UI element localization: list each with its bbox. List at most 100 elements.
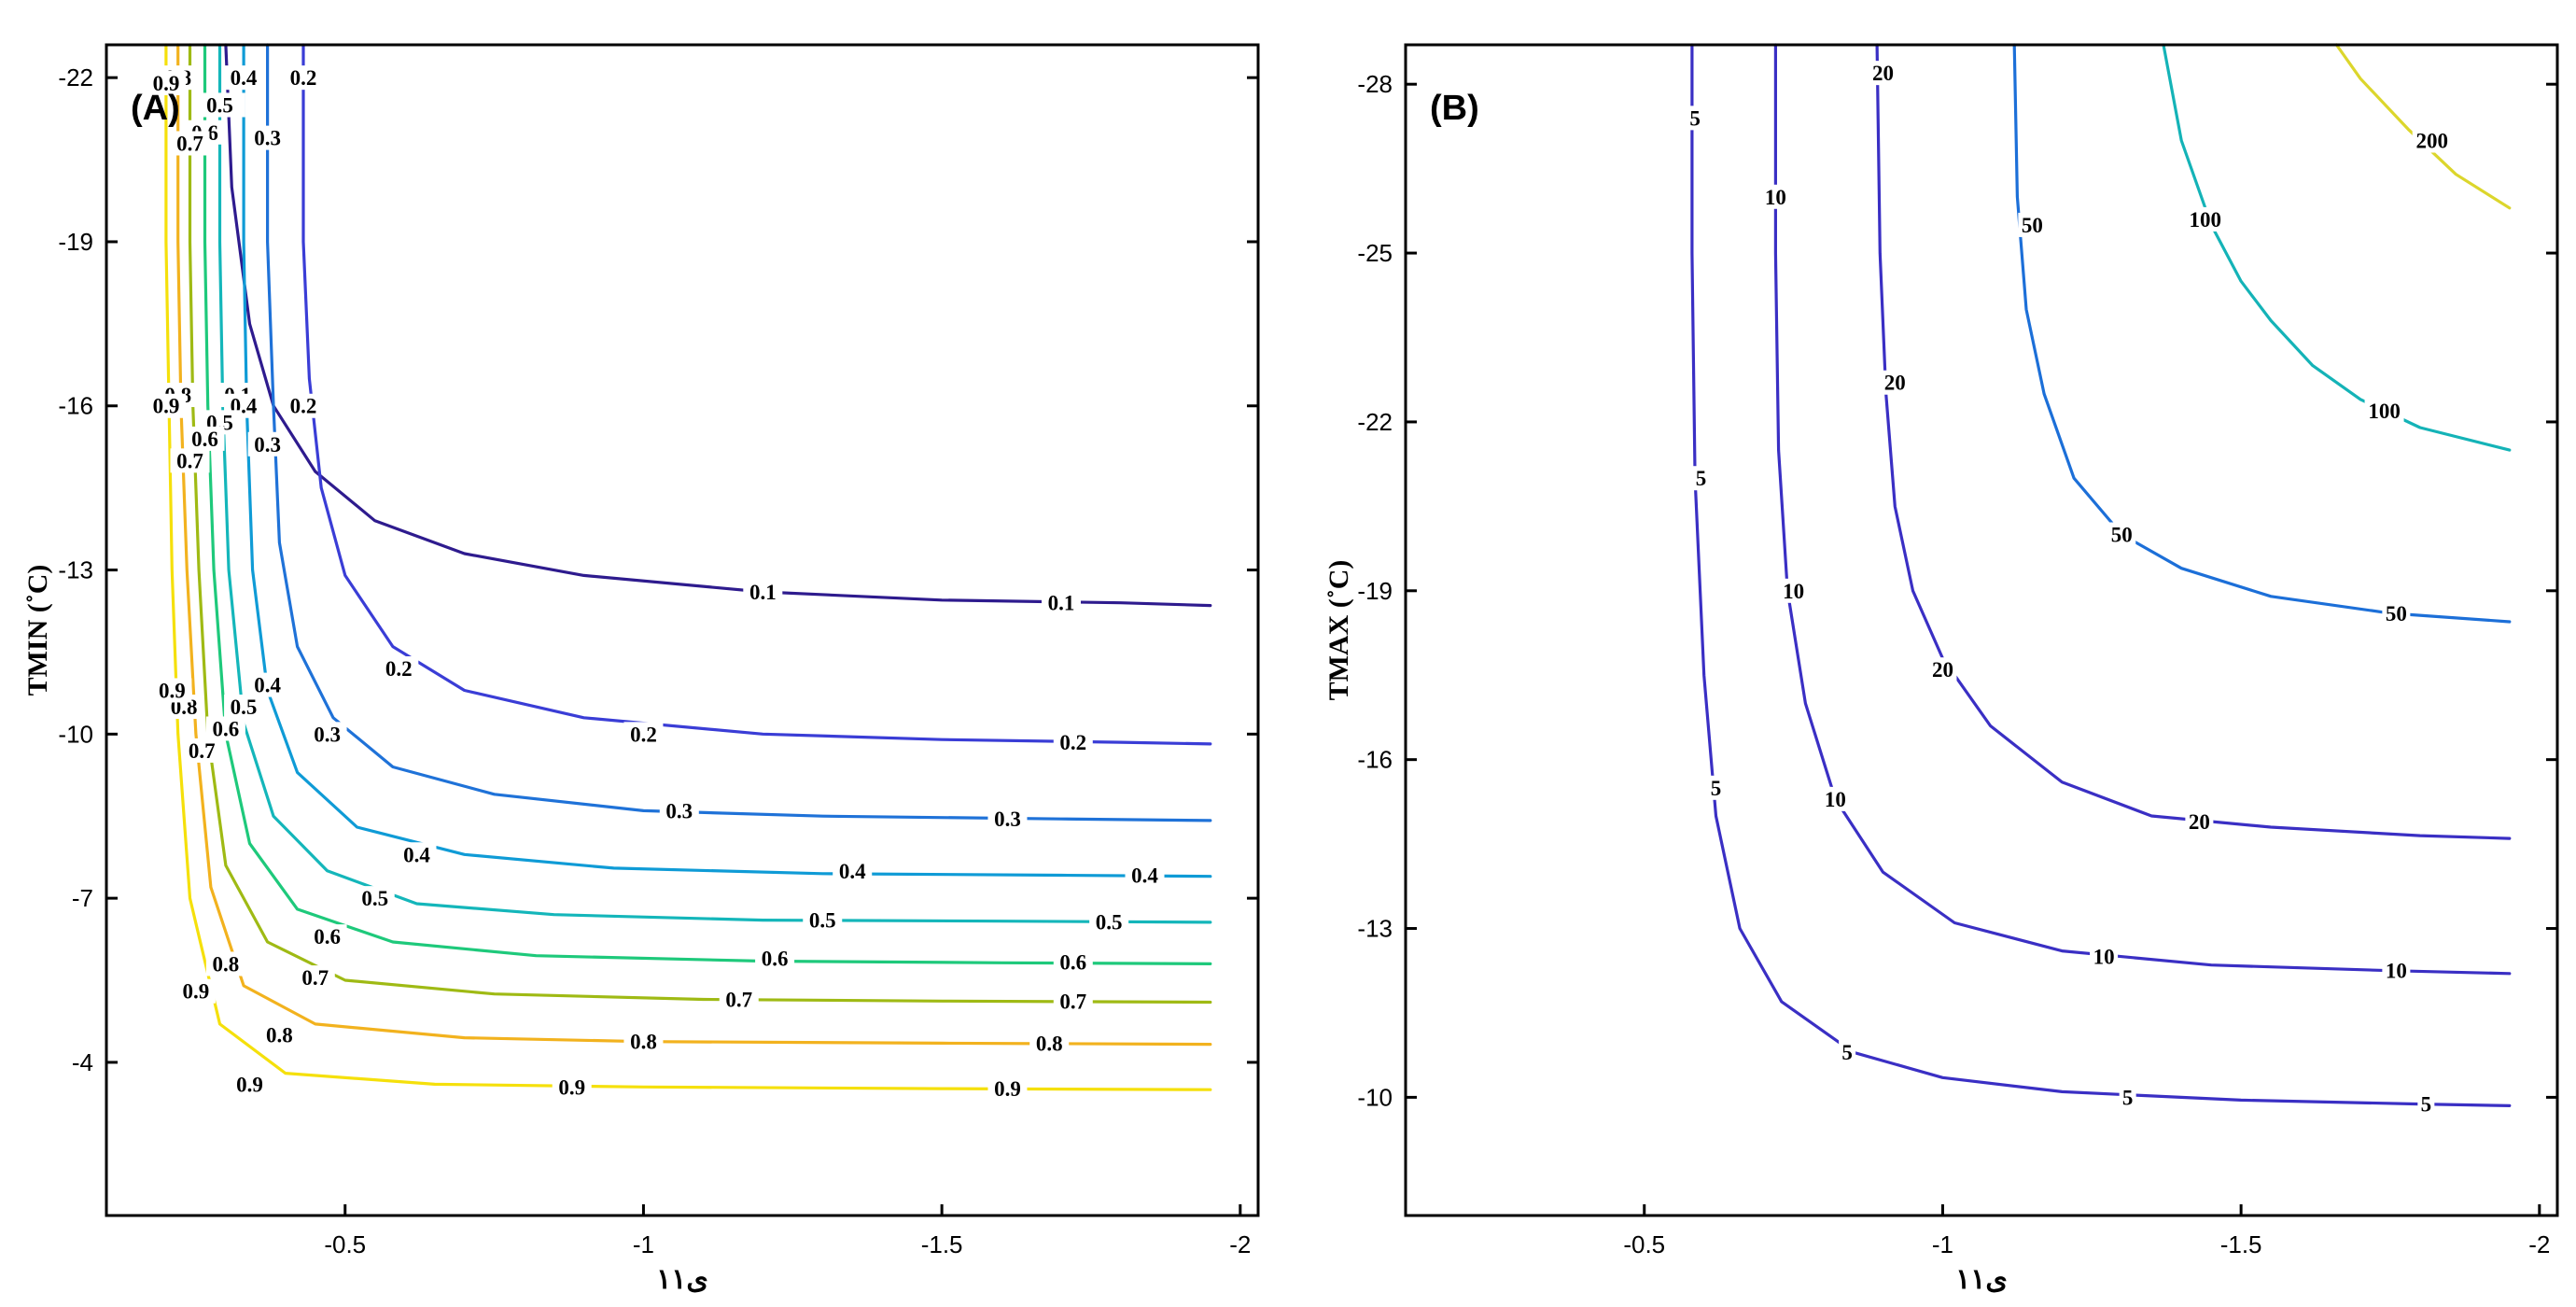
panel-b-y-tick-label: -25 [1357,239,1393,267]
panel-a-contour-label-0-9: 0.9 [175,978,216,1004]
panel-b-contour-label-10: 10 [2382,958,2411,983]
svg-text:20: 20 [2189,810,2210,834]
panel-b-y-tick-label: -13 [1357,915,1393,943]
panel-a-contour-label-0-8: 0.8 [623,1029,664,1054]
panel-a-contour-label-0-1: 0.1 [1042,590,1082,615]
svg-text:0.7: 0.7 [301,966,329,990]
svg-text:0.7: 0.7 [176,132,203,155]
svg-text:0.6: 0.6 [762,948,789,971]
svg-text:0.9: 0.9 [153,395,180,418]
panel-a-contour-label-0-5: 0.5 [224,695,264,720]
panel-a-contour-label-0-2: 0.2 [1053,730,1093,755]
panel-b-contour-labels: 5 5 5 5 5 5 10 10 10 10 10 20 20 20 20 50 50 50 100 100 200 [1687,61,2452,1117]
panel-a-contour-label-0-7: 0.7 [295,965,335,991]
panel-a-contour-chart: 0.10.10.10.10.20.20.20.20.20.30.30.30.30… [22,43,1260,1295]
panel-b-contour-line-100 [2162,43,2512,452]
panel-b-y-tick-label: -10 [1357,1083,1393,1111]
panel-a-contour-label-0-8: 0.8 [259,1022,300,1047]
svg-text:0.3: 0.3 [994,808,1021,831]
panel-b-x-axis: -0.5 -1 -1.5 -2 [1623,1204,2550,1258]
svg-text:10: 10 [1825,788,1846,811]
panel-b-contour-label-5: 5 [1692,466,1710,491]
panel-a-x-tick-label: -2 [1229,1230,1251,1258]
panel-a-x-axis: -0.5 -1 -1.5 -2 [324,1204,1251,1258]
svg-text:0.4: 0.4 [254,674,281,697]
panel-b-plot-frame [1404,43,2559,1217]
panel-a-y-tick-label: -16 [58,392,93,420]
panel-b-contour-label-20: 20 [1881,370,1910,395]
panel-a-contour-label-0-5: 0.5 [803,907,843,933]
svg-text:0.6: 0.6 [191,428,218,451]
panel-a-contour-label-0-2: 0.2 [623,722,664,747]
svg-text:10: 10 [2093,946,2115,969]
panel-b-x-axis-title: ى١١ [1955,1264,2008,1295]
svg-text:0.9: 0.9 [183,980,210,1004]
panel-a-contour-label-0-8: 0.8 [1029,1031,1070,1056]
svg-text:0.4: 0.4 [403,843,430,866]
svg-text:5: 5 [2421,1093,2432,1117]
svg-text:0.3: 0.3 [665,799,693,822]
svg-text:0.4: 0.4 [1131,864,1158,888]
svg-text:0.7: 0.7 [189,739,216,763]
svg-text:0.7: 0.7 [725,989,752,1012]
panel-a-contour-label-0-3: 0.3 [987,807,1028,832]
panel-b-contour-label-10: 10 [1779,578,1808,603]
panel-a-y-tick-label: -13 [58,556,93,584]
svg-text:0.3: 0.3 [254,433,281,457]
panel-a-contour-line-0-6 [203,43,1212,965]
panel-a-contour-line-0-7 [188,43,1212,1005]
panel-a-contour-line-0-3 [266,43,1212,822]
panel-a-y-tick-label: -19 [58,228,93,256]
panel-b-contour-label-5: 5 [2119,1085,2136,1110]
panel-b-x-tick-label: -0.5 [1623,1230,1665,1258]
panel-b-label: (B) [1430,89,1479,128]
panel-b-contour-line-20 [1875,43,2512,840]
panel-b-contour-label-20: 20 [1869,61,1897,86]
svg-text:0.8: 0.8 [266,1024,293,1047]
panel-b-contour-label-20: 20 [2185,808,2214,834]
panel-a-x-tick-label: -0.5 [324,1230,366,1258]
panel-b-contour-label-5: 5 [2417,1091,2435,1117]
panel-a-y-axis-title: TMIN (˚C) [22,565,53,696]
panel-a-contour-label-0-1: 0.1 [743,579,783,604]
svg-text:0.2: 0.2 [1059,731,1086,754]
panel-a-contour-label-0-4: 0.4 [1125,863,1165,888]
svg-text:0.6: 0.6 [1059,951,1086,975]
panel-a-contour-label-0-6: 0.6 [755,946,795,971]
svg-text:100: 100 [2190,208,2222,232]
panel-a-contour-label-0-4: 0.4 [224,393,264,418]
panel-a-contour-label-0-7: 0.7 [170,448,210,473]
panel-b-contour-chart: 55 5555101010101020202020505050100100200 … [1323,43,2559,1295]
panel-b-contour-label-100: 100 [2364,398,2404,423]
svg-text:0.7: 0.7 [176,449,203,472]
svg-text:0.5: 0.5 [231,696,258,719]
panel-b-x-tick-label: -1.5 [2220,1230,2262,1258]
svg-text:0.1: 0.1 [1048,592,1075,615]
svg-text:0.8: 0.8 [630,1031,657,1054]
panel-a-contour-label-0-3: 0.3 [247,125,287,150]
panel-b-contour-line-50 [2012,43,2512,624]
panel-a-contour-label-0-3: 0.3 [247,431,287,457]
panel-b-y-axis: -10 -13 -16 -19 -22 -25 -28 [1357,70,2557,1111]
panel-a-contour-label-0-9: 0.9 [230,1072,270,1097]
panel-b-contour-label-10: 10 [1821,786,1850,811]
svg-text:0.2: 0.2 [290,66,317,90]
panel-a-y-axis: -4 -7 -10 -13 -16 -19 -22 [58,63,1258,1076]
panel-a-contour-label-0-4: 0.4 [224,65,264,91]
panel-b-contour-label-5: 5 [1707,775,1725,800]
panel-b-contour-label-5: 5 [1839,1040,1856,1065]
panel-a-contour-labels: 0.10.10.10.10.20.20.20.20.20.30.30.30.30… [146,65,1165,1102]
svg-text:0.3: 0.3 [254,127,281,150]
panel-a-contour-label-0-7: 0.7 [170,131,210,156]
panel-b-contour-label-50: 50 [2107,522,2136,547]
panel-a-contour-label-0-5: 0.5 [1089,909,1129,935]
svg-text:0.3: 0.3 [314,723,341,746]
panel-a-contour-label-0-9: 0.9 [552,1075,592,1100]
panel-b-contour-label-200: 200 [2412,128,2452,153]
panel-a-contour-label-0-6: 0.6 [1053,949,1093,975]
svg-text:0.4: 0.4 [839,860,866,883]
panel-a-y-tick-label: -7 [72,884,93,912]
panel-a-contour-label-0-9: 0.9 [146,393,186,418]
panel-b-contour-label-10: 10 [1761,184,1790,209]
panel-a-contour-line-0-9 [164,43,1212,1091]
